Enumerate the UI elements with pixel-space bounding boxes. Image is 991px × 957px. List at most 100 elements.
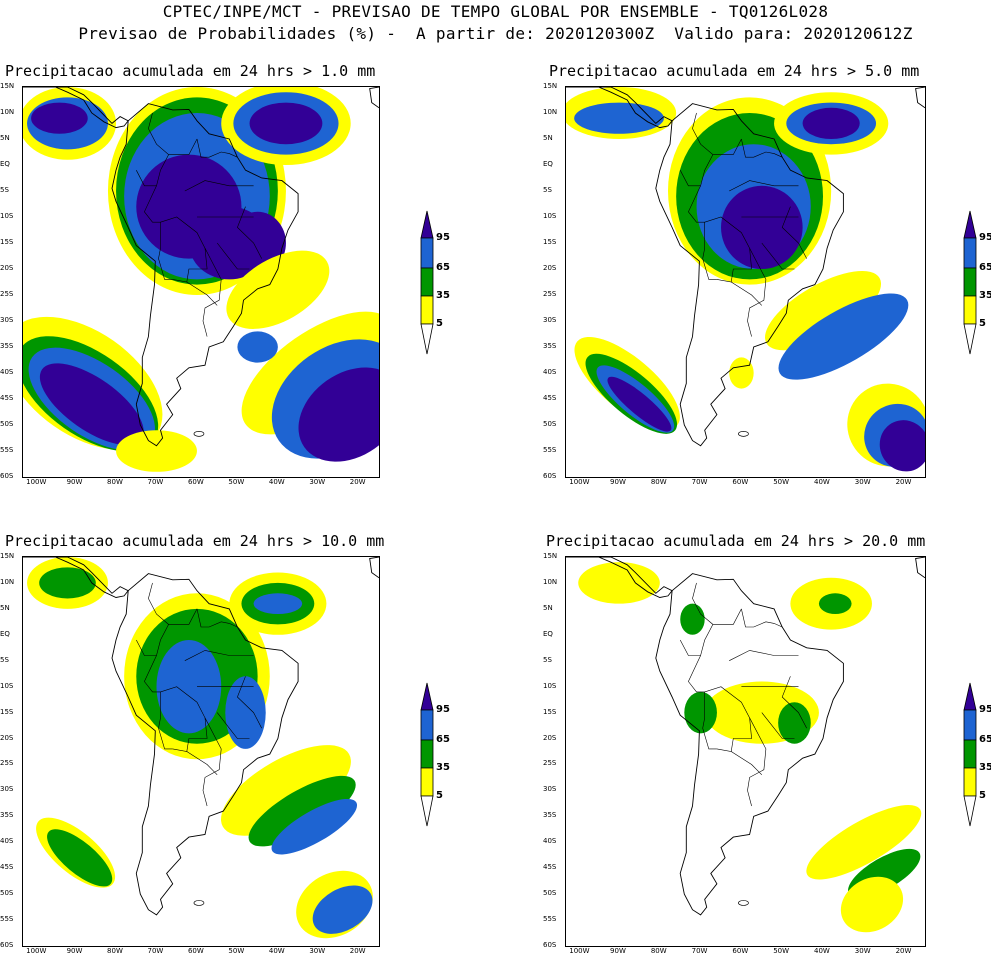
longitude-label: 20W <box>349 947 366 955</box>
latitude-label: 40S <box>543 368 557 376</box>
latitude-label: 10N <box>0 108 15 116</box>
latitude-label: 5N <box>543 603 553 612</box>
colorbar-segment <box>963 210 977 239</box>
panel-title-3: Precipitacao acumulada em 24 hrs > 10.0 … <box>5 532 385 550</box>
probability-area-c65 <box>312 885 373 934</box>
latitude-label: 10N <box>0 577 15 586</box>
probability-area-c5 <box>765 270 882 351</box>
probability-area-c35 <box>778 702 811 744</box>
latitude-label: 10N <box>543 108 558 116</box>
map-svg <box>23 87 379 472</box>
latitude-label: 55S <box>543 446 557 454</box>
latitude-label: 45S <box>543 863 557 872</box>
latitude-label: 5S <box>0 655 9 664</box>
latitude-label: 20S <box>0 733 14 742</box>
longitude-label: 90W <box>66 947 83 955</box>
probability-area-c95 <box>607 376 672 432</box>
latitude-label: 35S <box>543 811 557 820</box>
longitude-label: 100W <box>26 478 47 486</box>
colorbar-segment <box>420 739 434 769</box>
latitude-label: 40S <box>0 368 14 376</box>
latitude-label: 10S <box>543 212 557 220</box>
south-america-coastline <box>655 103 844 447</box>
latitude-label: 5N <box>543 134 553 142</box>
probability-area-c65 <box>237 331 278 363</box>
probability-area-c95 <box>802 107 860 139</box>
latitude-label: 5S <box>543 655 552 664</box>
latitude-label: 5S <box>0 186 9 194</box>
longitude-label: 40W <box>814 947 830 955</box>
latitude-label: 15S <box>543 238 557 246</box>
colorbar-svg <box>420 682 434 827</box>
map-svg <box>566 557 925 933</box>
probability-area-c95 <box>249 102 323 145</box>
colorbar-segment <box>420 237 434 269</box>
latitude-label: 30S <box>543 316 557 324</box>
longitude-label: 20W <box>895 478 912 486</box>
latitude-label: 25S <box>0 759 14 768</box>
latitude-label: 35S <box>0 342 14 350</box>
longitude-label: 90W <box>610 947 626 955</box>
figure-subtitle: Previsao de Probabilidades (%) - A parti… <box>78 24 913 43</box>
panel-title-2: Precipitacao acumulada em 24 hrs > 5.0 m… <box>549 62 920 80</box>
latitude-label: 25S <box>543 290 557 298</box>
latitude-label: 15S <box>0 707 14 716</box>
falkland-islands <box>738 900 749 906</box>
figure-title: CPTEC/INPE/MCT - PREVISAO DE TEMPO GLOBA… <box>162 2 829 21</box>
colorbar-label: 95 <box>979 704 991 715</box>
probability-area-c65 <box>574 102 664 134</box>
latitude-label: 10N <box>543 577 558 586</box>
longitude-label: 80W <box>650 947 667 955</box>
latitude-label: 30S <box>543 785 557 794</box>
latitude-label: 5N <box>0 134 10 142</box>
colorbar-2 <box>963 210 977 356</box>
latitude-label: EQ <box>543 629 553 638</box>
falkland-islands <box>193 900 205 906</box>
colorbar-segment <box>963 237 977 269</box>
probability-area-c35 <box>39 567 96 599</box>
longitude-label: 30W <box>854 478 871 486</box>
probability-area-c95 <box>879 420 925 472</box>
probability-area-c95 <box>31 102 88 134</box>
latitude-label: 15N <box>543 82 558 90</box>
longitude-label: 40W <box>814 478 830 486</box>
south-america-coastline <box>111 103 299 447</box>
latitude-label: 30S <box>0 785 14 794</box>
probability-area-c5 <box>806 805 922 880</box>
colorbar-label: 95 <box>436 232 450 243</box>
latitude-label: 10S <box>0 212 14 220</box>
longitude-label: 70W <box>691 947 708 955</box>
latitude-label: 20S <box>0 264 14 272</box>
latitude-label: EQ <box>0 629 10 638</box>
colorbar-label: 5 <box>436 318 443 329</box>
latitude-label: 25S <box>0 290 14 298</box>
probability-area-c35 <box>47 829 113 887</box>
colorbar-segment <box>963 709 977 741</box>
probability-area-c5 <box>116 430 197 472</box>
latitude-label: 5S <box>543 186 552 194</box>
probability-area-c5 <box>840 876 904 933</box>
latitude-label: 55S <box>0 915 14 924</box>
probability-area-c35 <box>248 775 356 847</box>
probability-area-c5 <box>226 250 330 329</box>
probability-area-c65 <box>225 676 266 749</box>
probability-area-c35 <box>818 593 852 615</box>
colorbar-segment <box>420 795 434 827</box>
central-america-coastline <box>23 557 129 598</box>
latitude-label: 60S <box>543 941 557 949</box>
latitude-label: 50S <box>543 420 557 428</box>
latitude-label: 15N <box>0 552 15 560</box>
latitude-label: 5N <box>0 603 10 612</box>
latitude-label: 45S <box>0 863 14 872</box>
colorbar-label: 95 <box>979 232 991 243</box>
colorbar-segment <box>963 795 977 827</box>
probability-area-c95 <box>39 363 144 446</box>
longitude-label: 30W <box>309 947 326 955</box>
colorbar-svg <box>963 682 977 827</box>
longitude-label: 30W <box>854 947 871 955</box>
longitude-label: 70W <box>147 947 164 955</box>
longitude-label: 40W <box>268 478 285 486</box>
africa-coastline <box>369 87 379 109</box>
colorbar-label: 65 <box>979 734 991 745</box>
map-panel-3 <box>22 556 380 947</box>
